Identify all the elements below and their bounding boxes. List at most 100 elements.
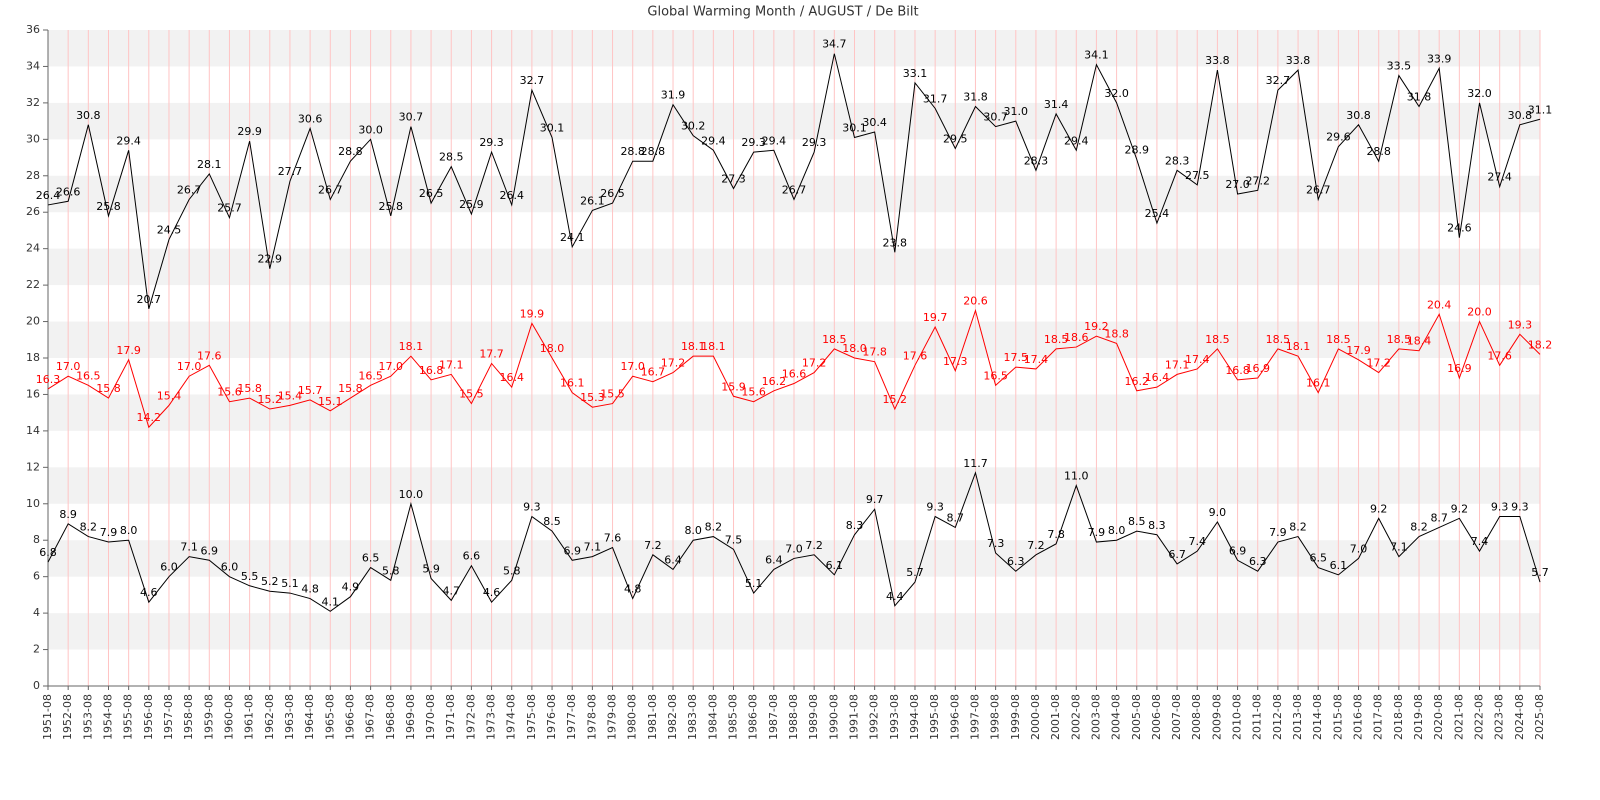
data-label: 27.5 [1185, 169, 1210, 182]
data-label: 16.6 [782, 368, 807, 381]
data-label: 6.1 [826, 559, 844, 572]
data-label: 17.9 [1346, 344, 1371, 357]
data-label: 29.3 [802, 136, 827, 149]
data-label: 29.5 [943, 132, 968, 145]
data-label: 26.5 [419, 187, 444, 200]
x-tick-label: 2013-08 [1291, 694, 1304, 740]
data-label: 17.1 [439, 358, 464, 371]
y-tick-label: 22 [26, 278, 40, 291]
data-label: 8.2 [1289, 521, 1307, 534]
data-label: 16.2 [762, 375, 787, 388]
x-tick-label: 1998-08 [989, 694, 1002, 740]
y-tick-label: 34 [26, 59, 40, 72]
x-tick-label: 1990-08 [827, 694, 840, 740]
x-tick-label: 1958-08 [182, 694, 195, 740]
data-label: 34.7 [822, 38, 847, 51]
x-tick-label: 2023-08 [1493, 694, 1506, 740]
x-tick-label: 2016-08 [1352, 694, 1365, 740]
data-label: 30.2 [681, 120, 706, 133]
data-label: 26.4 [499, 189, 524, 202]
data-label: 31.8 [1407, 91, 1432, 104]
x-tick-label: 1989-08 [807, 694, 820, 740]
x-tick-label: 2005-08 [1130, 694, 1143, 740]
data-label: 10.0 [399, 488, 424, 501]
x-tick-label: 1987-08 [767, 694, 780, 740]
x-tick-label: 2021-08 [1452, 694, 1465, 740]
x-tick-label: 1993-08 [888, 694, 901, 740]
data-line [47, 53, 1541, 309]
data-label: 29.3 [479, 136, 504, 149]
data-label: 16.5 [76, 369, 101, 382]
data-label: 31.0 [1004, 105, 1029, 118]
data-label: 17.5 [1004, 351, 1029, 364]
data-label: 17.8 [862, 346, 887, 359]
data-label: 32.0 [1104, 87, 1129, 100]
data-label: 6.5 [362, 552, 380, 565]
x-tick-label: 1971-08 [444, 694, 457, 740]
data-label: 20.7 [137, 293, 162, 306]
data-label: 4.1 [322, 595, 340, 608]
x-tick-label: 1979-08 [606, 694, 619, 740]
data-label: 26.5 [600, 187, 625, 200]
data-label: 5.7 [906, 566, 924, 579]
data-label: 24.1 [560, 231, 585, 244]
data-label: 26.7 [1306, 183, 1331, 196]
data-label: 25.8 [379, 200, 404, 213]
x-tick-label: 2004-08 [1110, 694, 1123, 740]
data-label: 7.2 [644, 539, 662, 552]
data-label: 8.9 [59, 508, 77, 521]
data-label: 18.1 [701, 340, 726, 353]
data-label: 32.7 [1266, 74, 1291, 87]
data-label: 29.9 [237, 125, 262, 138]
x-tick-label: 2012-08 [1271, 694, 1284, 740]
data-line [47, 471, 1541, 612]
x-tick-label: 2003-08 [1089, 694, 1102, 740]
data-label: 16.7 [641, 366, 666, 379]
data-label: 15.8 [338, 382, 363, 395]
data-label: 6.3 [1249, 555, 1267, 568]
data-label: 18.5 [822, 333, 847, 346]
x-tick-label: 1963-08 [283, 694, 296, 740]
data-label: 8.2 [705, 521, 723, 534]
data-label: 16.8 [1225, 364, 1250, 377]
data-label: 7.4 [1188, 535, 1206, 548]
data-label: 5.2 [261, 575, 279, 588]
data-label: 15.3 [580, 391, 605, 404]
data-label: 11.0 [1064, 470, 1089, 483]
data-label: 4.7 [442, 584, 460, 597]
x-tick-label: 1982-08 [666, 694, 679, 740]
data-label: 7.3 [987, 537, 1005, 550]
data-label: 28.8 [620, 145, 645, 158]
x-tick-label: 1965-08 [323, 694, 336, 740]
data-label: 28.8 [641, 145, 666, 158]
data-label: 15.8 [237, 382, 262, 395]
data-label: 31.1 [1528, 103, 1553, 116]
data-label: 32.7 [520, 74, 545, 87]
data-label: 26.7 [318, 183, 343, 196]
data-label: 18.0 [842, 342, 867, 355]
data-label: 18.1 [1286, 340, 1311, 353]
x-tick-label: 2022-08 [1473, 694, 1486, 740]
x-tick-label: 1983-08 [686, 694, 699, 740]
data-label: 7.0 [785, 542, 803, 555]
data-label: 18.5 [1044, 333, 1069, 346]
data-label: 6.7 [1168, 548, 1186, 561]
data-label: 30.7 [983, 111, 1008, 124]
data-label: 27.3 [721, 173, 746, 186]
data-label: 17.1 [1165, 358, 1190, 371]
data-label: 30.6 [298, 112, 323, 125]
data-label: 27.2 [1245, 174, 1270, 187]
data-label: 5.5 [241, 570, 259, 583]
data-label: 31.7 [923, 92, 948, 105]
data-label: 17.2 [1366, 357, 1391, 370]
data-label: 9.3 [1511, 501, 1529, 514]
data-label: 16.4 [499, 371, 524, 384]
x-tick-label: 1999-08 [1009, 694, 1022, 740]
data-label: 33.9 [1427, 52, 1452, 65]
data-label: 4.4 [886, 590, 904, 603]
data-label: 20.6 [963, 295, 988, 308]
data-label: 8.2 [1410, 521, 1428, 534]
data-label: 20.0 [1467, 306, 1492, 319]
data-label: 8.7 [1430, 511, 1448, 524]
